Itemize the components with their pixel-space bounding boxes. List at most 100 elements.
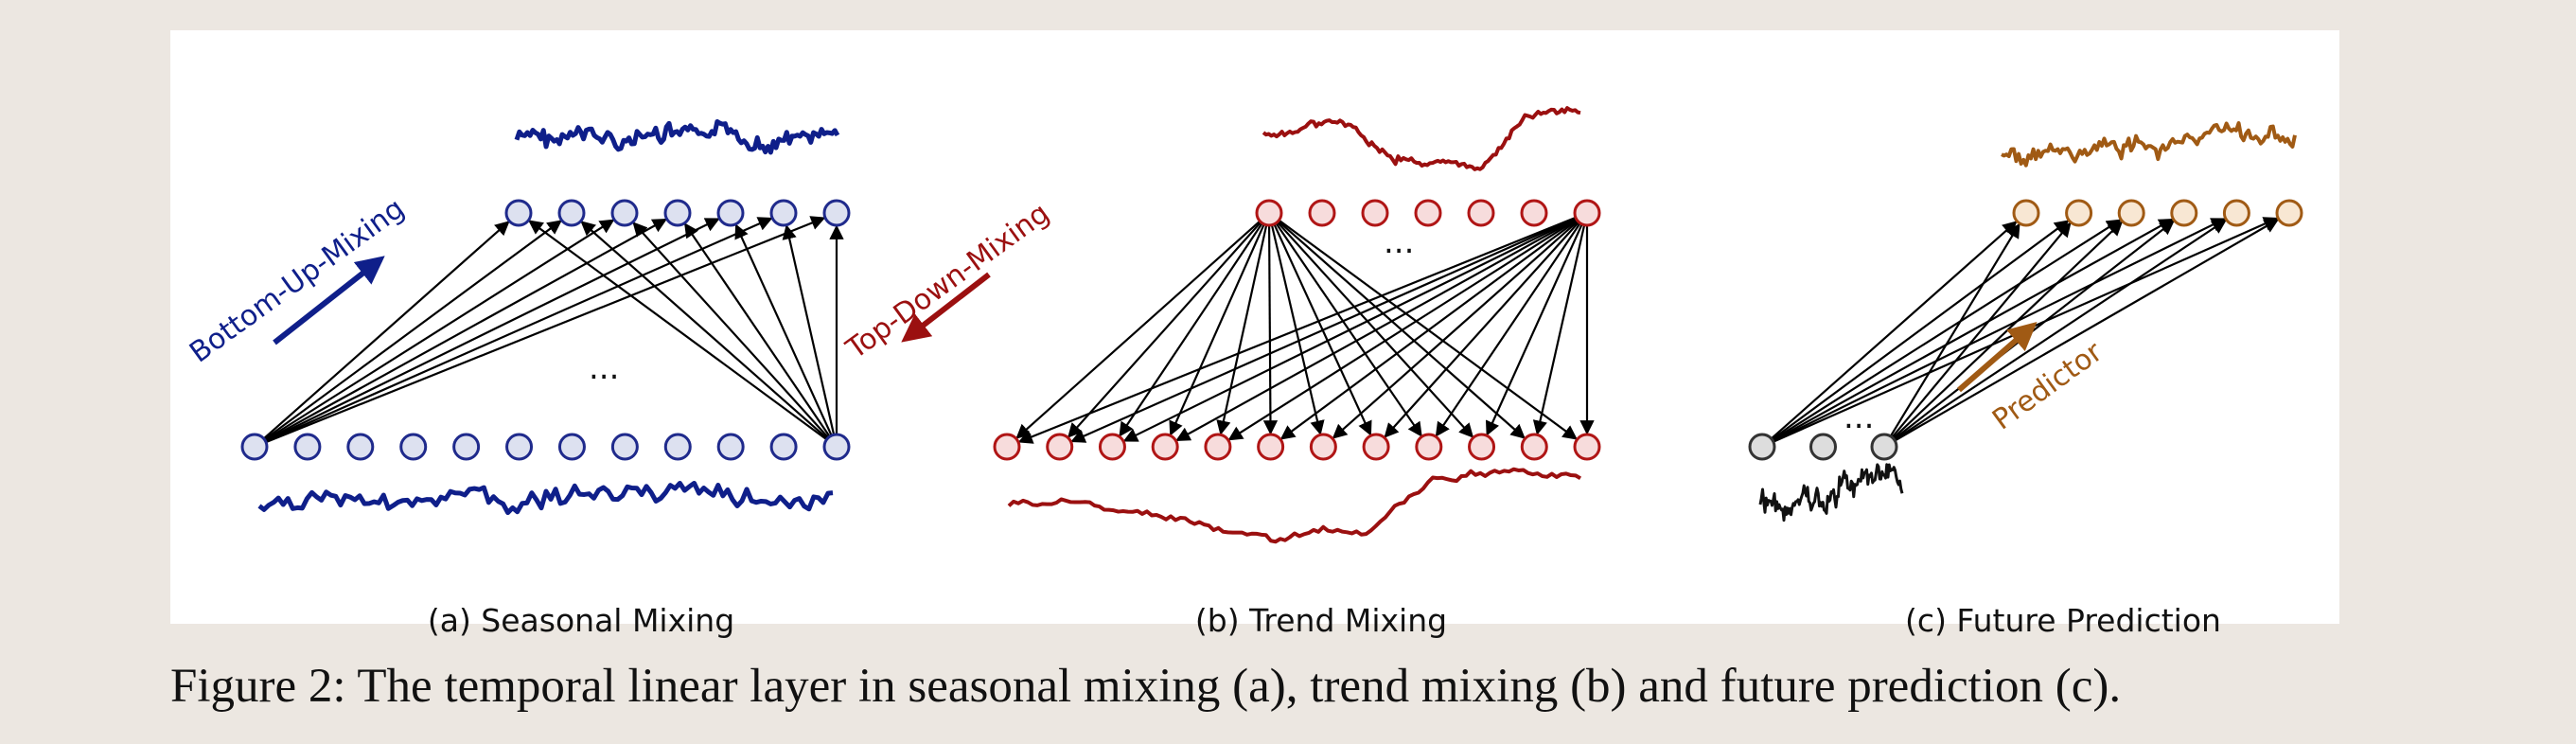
trend-bottom-node-6 [1257,433,1285,461]
figure-diagram: Bottom-Up-Mixing ... Top-Down-Mixing ...… [184,106,2303,544]
prediction-edge-0-3 [1771,218,2174,443]
prediction-output-node-6 [2275,199,2303,227]
prediction-output-series [2001,121,2297,168]
seasonal-edge-1-5 [782,224,836,437]
bottom-up-mixing-label: Bottom-Up-Mixing [184,192,411,370]
trend-bottom-node-3 [1098,433,1126,461]
seasonal-edge-1-4 [734,223,834,438]
seasonal-edge-1-2 [632,221,831,440]
trend-ellipsis: ... [1384,223,1414,261]
seasonal-edge-1-3 [683,222,832,439]
seasonal-bottom-node-8 [610,433,639,461]
seasonal-bottom-node-9 [663,433,692,461]
seasonal-bottom-node-4 [399,433,428,461]
trend-edge-1-4 [1227,217,1579,441]
trend-edge-1-10 [1532,222,1586,435]
seasonal-top-node-6 [769,199,798,227]
trend-top-node-6 [1520,199,1548,227]
seasonal-top-node-4 [663,199,692,227]
seasonal-bottom-node-5 [452,433,481,461]
trend-edge-0-6 [1270,222,1325,435]
trend-top-node-5 [1467,199,1495,227]
seasonal-bottom-node-3 [346,433,375,461]
trend-edge-1-8 [1435,221,1582,437]
trend-edge-0-8 [1274,221,1422,437]
prediction-output-node-1 [2012,199,2040,227]
trend-bottom-node-10 [1468,433,1496,461]
prediction-input-series [1758,463,1904,523]
seasonal-bottom-node-10 [716,433,745,461]
prediction-edge-1-4 [1892,219,2228,442]
top-down-arrow [901,272,991,343]
seasonal-bottom-node-6 [505,433,534,461]
prediction-output-node-4 [2170,199,2198,227]
trend-bottom-node-9 [1415,433,1443,461]
trend-bottom-node-2 [1046,433,1074,461]
trend-top-node-7 [1573,199,1601,227]
caption-trend-mixing: (b) Trend Mixing [1194,602,1448,639]
trend-edge-1-7 [1384,220,1581,438]
trend-edge-0-3 [1169,221,1266,436]
seasonal-bottom-node-7 [557,433,586,461]
trend-top-node-4 [1414,199,1442,227]
bottom-up-arrow [273,256,385,345]
prediction-input-node-2 [1809,433,1837,461]
trend-edge-0-1 [1067,220,1263,438]
prediction-edge-0-2 [1770,219,2122,443]
seasonal-top-node-3 [610,199,639,227]
seasonal-edge-0-0 [261,221,510,441]
seasonal-top-node-2 [557,199,586,227]
trend-edge-1-9 [1485,221,1584,436]
prediction-ellipsis: ... [1844,399,1874,436]
trend-edge-0-2 [1119,221,1264,437]
caption-future-prediction: (c) Future Prediction [1905,602,2221,639]
seasonal-edge-0-4 [263,218,720,444]
seasonal-top-node-5 [716,199,745,227]
prediction-input-node-3 [1870,433,1898,461]
prediction-output-node-5 [2222,199,2250,227]
trend-edge-1-0 [1017,216,1579,444]
trend-bottom-node-11 [1520,433,1548,461]
trend-bottom-node-1 [993,433,1021,461]
prediction-edge-1-0 [1888,222,2020,439]
seasonal-ellipsis: ... [589,349,619,387]
nodes-layer [240,199,2303,461]
seasonal-edge-1-1 [580,221,830,441]
trend-bottom-node-8 [1362,433,1390,461]
seasonal-edge-1-0 [528,220,829,442]
trend-bottom-series [1007,467,1582,544]
prediction-output-node-2 [2065,199,2093,227]
trend-edge-0-10 [1276,219,1526,439]
prediction-output-node-3 [2117,199,2145,227]
seasonal-edge-0-5 [263,217,773,444]
prediction-edge-0-4 [1771,218,2227,444]
trend-bottom-node-4 [1151,433,1179,461]
trend-edge-0-11 [1277,218,1578,440]
prediction-edge-1-1 [1890,221,2072,440]
predictor-arrow [1957,322,2038,393]
trend-bottom-node-7 [1309,433,1337,461]
trend-top-node-1 [1255,199,1283,227]
prediction-input-node-1 [1748,433,1776,461]
trend-top-node-2 [1308,199,1336,227]
trend-edge-1-2 [1122,216,1579,442]
trend-bottom-node-12 [1573,433,1601,461]
trend-edge-0-4 [1216,222,1268,435]
trend-edge-1-1 [1070,216,1579,443]
seasonal-edge-0-2 [262,219,615,443]
trend-edge-1-6 [1332,219,1580,439]
trend-edge-0-7 [1272,221,1372,436]
waves-layer [257,106,2297,544]
trend-edge-0-5 [1262,222,1279,435]
caption-seasonal-mixing: (a) Seasonal Mixing [427,602,735,639]
figure-panel: Bottom-Up-Mixing ... Top-Down-Mixing ...… [170,30,2339,639]
trend-bottom-node-5 [1204,433,1232,461]
trend-edge-1-3 [1175,217,1579,442]
edges-layer [261,216,2280,444]
trend-top-node-3 [1361,199,1389,227]
figure-caption: Figure 2: The temporal linear layer in s… [170,660,2122,713]
seasonal-top-series [514,118,840,155]
prediction-edge-0-0 [1769,221,2018,441]
prediction-edge-0-1 [1770,220,2070,442]
trend-top-series [1262,106,1581,171]
